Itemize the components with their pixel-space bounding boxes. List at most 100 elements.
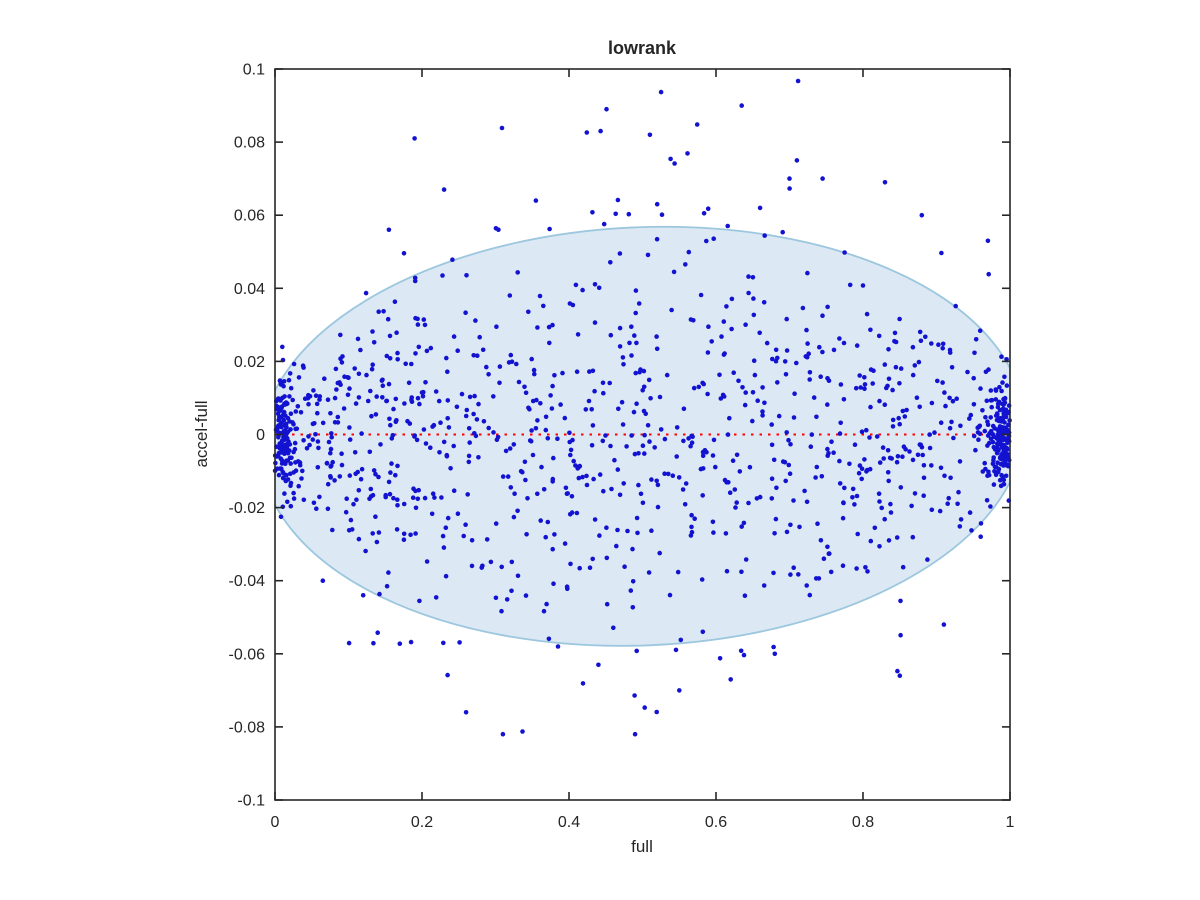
scatter-point — [476, 401, 481, 407]
scatter-point — [915, 452, 921, 458]
scatter-point — [379, 378, 385, 383]
scatter-point — [615, 527, 620, 533]
scatter-point — [499, 125, 505, 131]
scatter-point — [609, 486, 614, 492]
scatter-point — [402, 401, 407, 406]
scatter-point — [634, 515, 640, 521]
scatter-point — [441, 640, 446, 646]
scatter-point — [787, 186, 792, 191]
scatter-point — [395, 503, 400, 508]
scatter-point — [826, 378, 832, 384]
scatter-point — [604, 555, 610, 561]
scatter-point — [371, 468, 377, 473]
scatter-point — [814, 414, 819, 420]
scatter-point — [552, 373, 557, 378]
scatter-point — [550, 546, 555, 552]
scatter-point — [391, 495, 396, 501]
scatter-point — [444, 454, 450, 459]
scatter-point — [990, 423, 996, 429]
scatter-point — [617, 325, 623, 331]
scatter-point — [817, 344, 822, 350]
scatter-point — [465, 492, 471, 497]
scatter-point — [852, 442, 858, 448]
scatter-point — [982, 428, 988, 434]
scatter-point — [546, 324, 552, 330]
scatter-point — [734, 500, 739, 505]
scatter-point — [466, 426, 472, 431]
scatter-point — [401, 251, 407, 256]
scatter-point — [885, 470, 891, 475]
scatter-point — [857, 373, 862, 378]
scatter-point — [589, 407, 594, 412]
scatter-point — [507, 293, 513, 298]
scatter-point — [667, 592, 673, 598]
scatter-point — [986, 472, 992, 478]
scatter-point — [463, 413, 469, 419]
scatter-point — [856, 470, 862, 476]
scatter-point — [859, 429, 865, 435]
scatter-point — [622, 564, 627, 569]
scatter-point — [289, 455, 294, 461]
scatter-point — [527, 407, 532, 412]
scatter-point — [555, 644, 561, 649]
scatter-point — [689, 524, 694, 530]
scatter-point — [925, 557, 930, 562]
scatter-point — [395, 357, 401, 362]
scatter-point — [313, 432, 318, 437]
scatter-point — [359, 466, 365, 472]
scatter-point — [700, 493, 705, 498]
scatter-point — [546, 636, 552, 642]
scatter-point — [654, 478, 659, 484]
scatter-point — [408, 639, 414, 645]
scatter-point — [573, 282, 579, 288]
scatter-point — [769, 476, 775, 482]
scatter-point — [493, 595, 499, 601]
scatter-point — [755, 398, 760, 404]
scatter-point — [463, 310, 468, 316]
scatter-point — [291, 490, 296, 496]
scatter-point — [795, 78, 801, 84]
scatter-point — [847, 282, 853, 288]
scatter-point — [297, 462, 303, 468]
scatter-point — [916, 359, 922, 365]
scatter-point — [466, 453, 472, 459]
scatter-point — [567, 439, 572, 445]
scatter-point — [773, 347, 779, 353]
scatter-point — [646, 377, 652, 383]
scatter-point — [997, 441, 1003, 446]
scatter-point — [994, 411, 1000, 416]
scatter-point — [982, 460, 987, 466]
scatter-point — [604, 525, 609, 530]
scatter-point — [730, 458, 736, 464]
scatter-point — [954, 396, 959, 402]
scatter-point — [353, 401, 359, 406]
scatter-point — [370, 362, 376, 368]
scatter-point — [471, 353, 477, 358]
scatter-point — [890, 417, 896, 423]
scatter-point — [791, 415, 797, 420]
scatter-point — [818, 538, 824, 543]
scatter-point — [612, 457, 617, 463]
scatter-point — [363, 548, 368, 554]
scatter-point — [955, 501, 960, 507]
scatter-point — [408, 532, 413, 538]
scatter-point — [936, 342, 941, 348]
y-tick-label: -0.04 — [229, 573, 266, 590]
scatter-point — [670, 473, 676, 479]
scatter-point — [647, 439, 652, 444]
scatter-point — [746, 274, 751, 279]
y-tick-label: -0.1 — [237, 793, 265, 810]
scatter-point — [1002, 448, 1008, 453]
scatter-point — [280, 344, 285, 350]
scatter-point — [451, 443, 457, 449]
scatter-point — [629, 433, 634, 438]
scatter-point — [586, 398, 592, 404]
scatter-point — [298, 410, 304, 415]
scatter-point — [600, 380, 606, 386]
scatter-point — [888, 501, 893, 507]
scatter-point — [497, 364, 503, 369]
scatter-point — [430, 424, 435, 429]
scatter-point — [742, 402, 748, 408]
scatter-point — [762, 233, 767, 238]
scatter-point — [590, 368, 596, 374]
